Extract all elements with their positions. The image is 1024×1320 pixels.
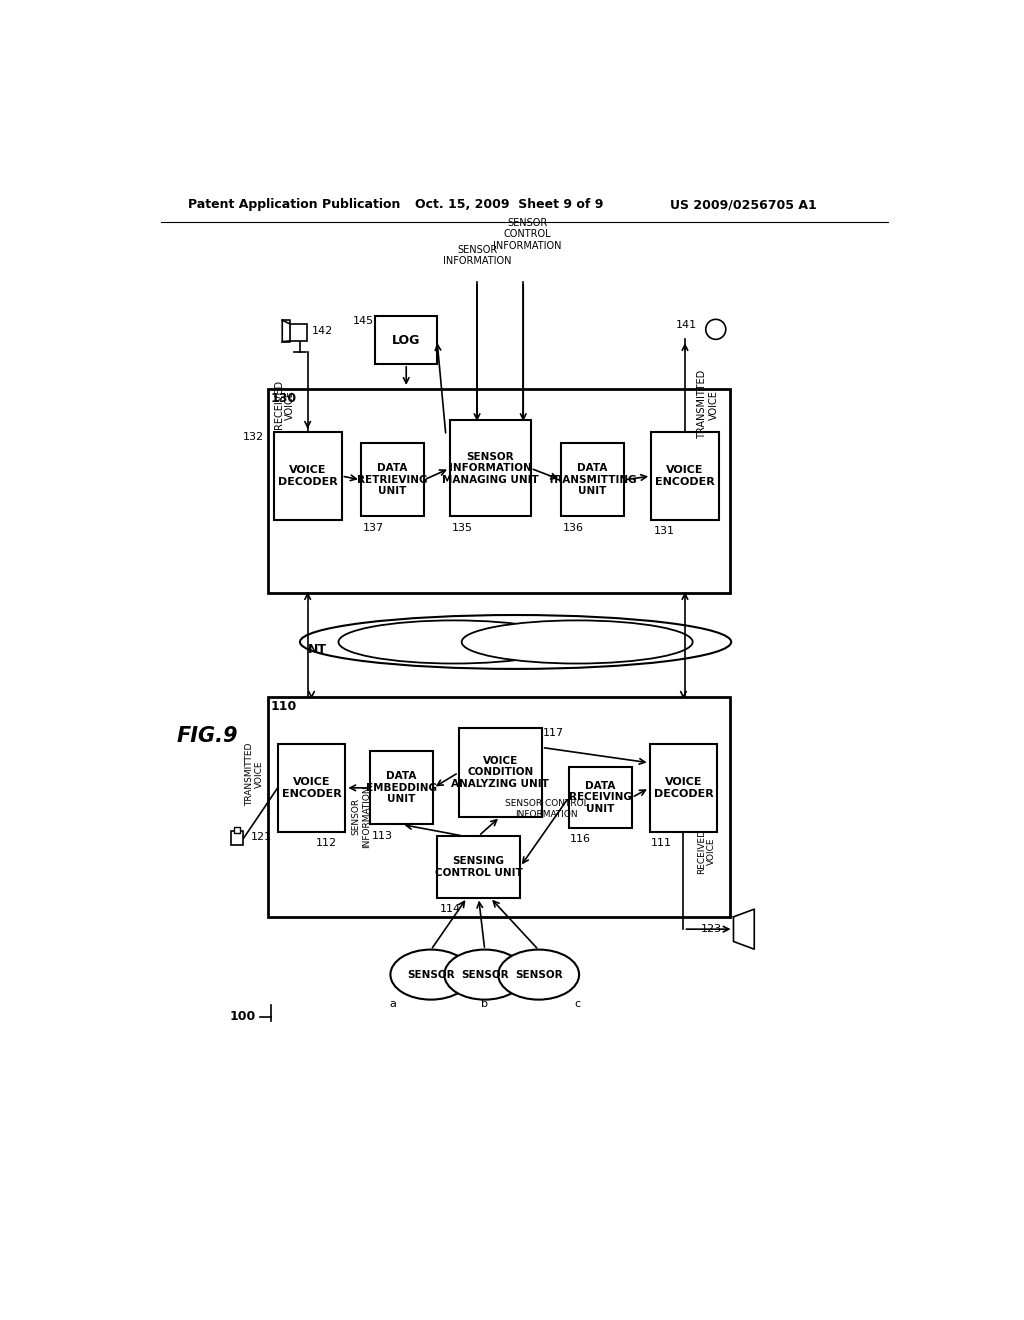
Text: c: c xyxy=(574,999,581,1008)
Text: TRANSMITTED
VOICE: TRANSMITTED VOICE xyxy=(697,370,719,440)
Bar xyxy=(376,317,437,364)
Bar xyxy=(568,767,632,829)
Text: 100: 100 xyxy=(229,1010,256,1023)
Text: 112: 112 xyxy=(315,838,337,849)
Text: 123: 123 xyxy=(700,924,722,935)
Text: VOICE
DECODER: VOICE DECODER xyxy=(278,465,338,487)
Text: 121: 121 xyxy=(251,832,271,842)
Text: NT: NT xyxy=(307,643,327,656)
Text: 132: 132 xyxy=(243,432,264,442)
Text: 131: 131 xyxy=(653,527,675,536)
Bar xyxy=(278,743,345,832)
Bar xyxy=(437,836,520,898)
Text: 135: 135 xyxy=(452,523,473,532)
Text: TRANSMITTED
VOICE: TRANSMITTED VOICE xyxy=(245,743,264,807)
Text: FIG.9: FIG.9 xyxy=(177,726,239,746)
Ellipse shape xyxy=(462,620,692,664)
Circle shape xyxy=(706,319,726,339)
Text: DATA
TRANSMITTING
UNIT: DATA TRANSMITTING UNIT xyxy=(548,463,637,496)
Bar xyxy=(267,389,730,594)
Text: 141: 141 xyxy=(676,321,696,330)
Bar xyxy=(370,751,433,825)
Text: 145: 145 xyxy=(352,317,374,326)
Text: 114: 114 xyxy=(439,904,461,913)
Text: VOICE
CONDITION
ANALYZING UNIT: VOICE CONDITION ANALYZING UNIT xyxy=(452,756,549,789)
Bar xyxy=(273,432,342,520)
Text: 142: 142 xyxy=(311,326,333,335)
Text: Oct. 15, 2009  Sheet 9 of 9: Oct. 15, 2009 Sheet 9 of 9 xyxy=(416,198,604,211)
Ellipse shape xyxy=(390,949,471,999)
Text: DATA
EMBEDDING
UNIT: DATA EMBEDDING UNIT xyxy=(367,771,437,804)
Text: DATA
RETRIEVING
UNIT: DATA RETRIEVING UNIT xyxy=(357,463,428,496)
Text: 117: 117 xyxy=(544,729,564,738)
Text: DATA
RECEIVING
UNIT: DATA RECEIVING UNIT xyxy=(568,781,632,814)
Bar xyxy=(230,832,243,845)
Bar xyxy=(360,444,424,516)
Bar xyxy=(561,444,625,516)
Ellipse shape xyxy=(444,949,525,999)
Text: VOICE
ENCODER: VOICE ENCODER xyxy=(282,777,341,799)
Text: 113: 113 xyxy=(372,830,392,841)
Bar xyxy=(290,323,307,341)
Text: SENSOR: SENSOR xyxy=(515,970,562,979)
Text: SENSOR: SENSOR xyxy=(461,970,509,979)
Polygon shape xyxy=(283,321,290,342)
Text: LOG: LOG xyxy=(392,334,421,347)
Bar xyxy=(233,826,240,833)
Text: SENSOR
INFORMATION
MANAGING UNIT: SENSOR INFORMATION MANAGING UNIT xyxy=(441,451,539,484)
Bar xyxy=(649,743,717,832)
Text: RECEIVED
VOICE: RECEIVED VOICE xyxy=(273,380,295,429)
Polygon shape xyxy=(283,321,290,342)
Text: 111: 111 xyxy=(651,838,672,849)
Text: 110: 110 xyxy=(270,701,297,714)
Text: SENSING
CONTROL UNIT: SENSING CONTROL UNIT xyxy=(435,855,522,878)
Bar xyxy=(450,420,530,516)
Ellipse shape xyxy=(339,620,569,664)
Text: RECEIVED
VOICE: RECEIVED VOICE xyxy=(696,829,716,874)
Text: SENSOR
INFORMATION: SENSOR INFORMATION xyxy=(442,244,511,267)
Text: Patent Application Publication: Patent Application Publication xyxy=(188,198,400,211)
Text: 116: 116 xyxy=(570,834,591,845)
Text: VOICE
ENCODER: VOICE ENCODER xyxy=(655,465,715,487)
Text: b: b xyxy=(481,999,488,1008)
Bar xyxy=(267,697,730,917)
Text: 137: 137 xyxy=(364,523,384,532)
Text: SENSOR
CONTROL
INFORMATION: SENSOR CONTROL INFORMATION xyxy=(493,218,561,251)
Ellipse shape xyxy=(300,615,731,669)
Ellipse shape xyxy=(499,949,580,999)
Polygon shape xyxy=(733,909,755,949)
Text: US 2009/0256705 A1: US 2009/0256705 A1 xyxy=(670,198,816,211)
Bar xyxy=(459,729,542,817)
Text: VOICE
DECODER: VOICE DECODER xyxy=(653,777,714,799)
Text: 130: 130 xyxy=(270,392,297,405)
Text: 136: 136 xyxy=(562,523,584,532)
Text: SENSOR: SENSOR xyxy=(408,970,455,979)
Bar xyxy=(651,432,719,520)
Text: a: a xyxy=(389,999,396,1008)
Text: SENSOR
INFORMATION: SENSOR INFORMATION xyxy=(352,785,372,847)
Text: SENSOR CONTROL
INFORMATION: SENSOR CONTROL INFORMATION xyxy=(505,800,588,818)
